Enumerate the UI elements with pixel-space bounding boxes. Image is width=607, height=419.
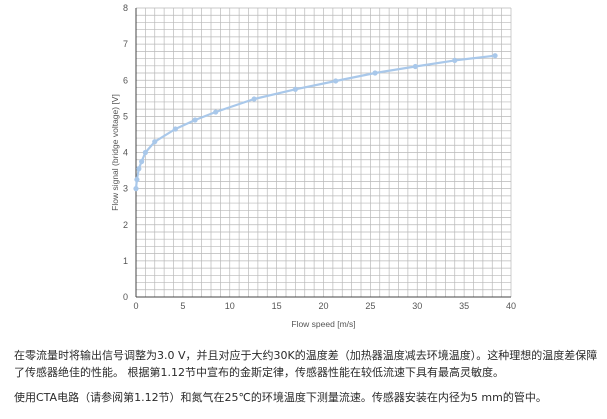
- data-point: [251, 96, 257, 102]
- data-point: [142, 149, 148, 156]
- y-tick-label: 8: [123, 3, 128, 13]
- x-tick-label: 35: [459, 301, 469, 311]
- data-point: [452, 57, 458, 63]
- x-tick-label: 0: [133, 301, 138, 311]
- y-tick-label: 1: [123, 256, 128, 266]
- description-paragraph-1: 在零流量时将输出信号调整为3.0 V，并且对应于大约30K的温度差（加热器温度减…: [14, 349, 598, 379]
- y-tick-label: 5: [123, 111, 128, 121]
- data-point: [292, 86, 298, 92]
- x-tick-label: 5: [180, 301, 185, 311]
- data-point: [136, 166, 142, 172]
- y-tick-label: 2: [123, 220, 128, 230]
- chart-series: [133, 53, 498, 192]
- chart-grid: [135, 7, 512, 298]
- y-tick-label: 6: [123, 75, 128, 85]
- data-point: [139, 158, 145, 165]
- series-line: [134, 54, 496, 189]
- chart-axes: [135, 8, 511, 298]
- x-tick-label: 10: [225, 301, 235, 311]
- data-point: [152, 139, 158, 145]
- x-axis-title: Flow speed [m/s]: [291, 319, 355, 329]
- data-point: [492, 53, 498, 59]
- y-tick-label: 3: [123, 184, 128, 194]
- x-tick-label: 30: [412, 301, 422, 311]
- data-point: [134, 176, 140, 183]
- y-tick-label: 4: [123, 148, 128, 158]
- data-point: [192, 117, 198, 123]
- data-point: [172, 126, 178, 132]
- data-point: [213, 109, 219, 115]
- data-point: [372, 70, 378, 76]
- data-point: [333, 78, 339, 84]
- y-tick-label: 7: [123, 39, 128, 49]
- x-tick-label: 25: [365, 301, 375, 311]
- data-point: [133, 186, 139, 192]
- x-tick-label: 15: [272, 301, 282, 311]
- y-axis-title: Flow signal (bridge voltage) [V]: [110, 94, 120, 211]
- flow-signal-chart: 0 5 10 15 20 25 30 35 40 0 1 2 3 4 5 6 7 8 Flow speed [m/…: [110, 3, 516, 329]
- description-paragraph-2: 使用CTA电路（请参阅第1.12节）和氮气在25℃的环境温度下测量流速。传感器安…: [14, 391, 547, 404]
- data-point: [412, 63, 418, 70]
- x-tick-label: 40: [506, 301, 516, 311]
- y-tick-label: 0: [123, 292, 128, 302]
- x-tick-label: 20: [318, 301, 328, 311]
- chart-tick-labels: 0 5 10 15 20 25 30 35 40 0 1 2 3 4 5 6 7 8: [123, 3, 516, 311]
